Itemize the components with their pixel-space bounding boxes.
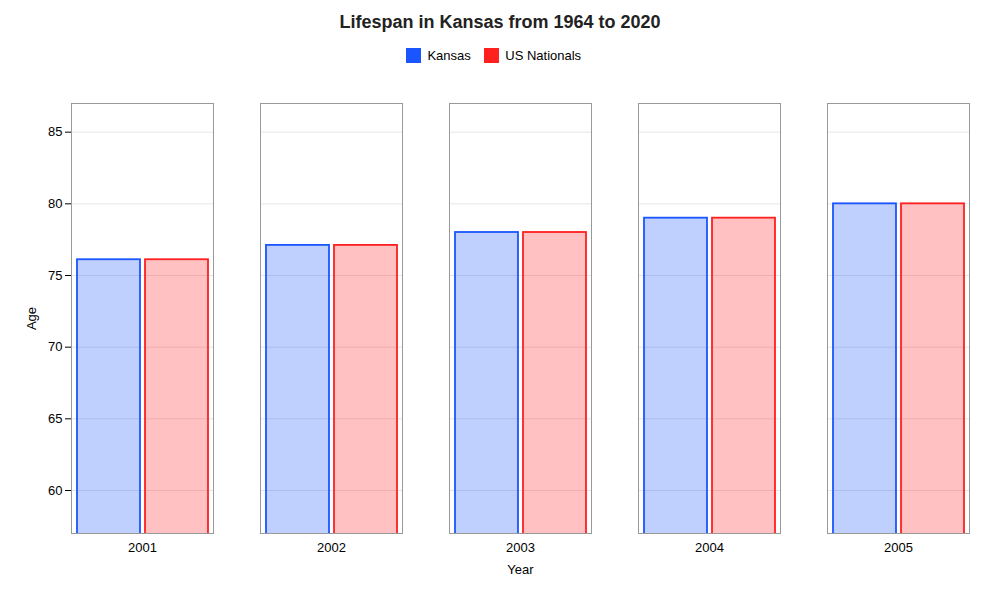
- svg-text:2001: 2001: [128, 539, 157, 554]
- html-text:US Nationals: US Nationals: [505, 48, 582, 63]
- svg-text:Age: Age: [24, 306, 39, 329]
- html-text:Lifespan in Kansas from 1964 t: Lifespan in Kansas from 1964 to 2020: [339, 12, 661, 32]
- html-text:Kansas: Kansas: [427, 48, 471, 63]
- svg-text:2005: 2005: [884, 539, 913, 554]
- svg-text:75: 75: [48, 267, 62, 282]
- svg-text:65: 65: [48, 410, 62, 425]
- svg-text:Year: Year: [507, 561, 534, 576]
- svg-text:70: 70: [48, 339, 62, 354]
- svg-text:2004: 2004: [695, 539, 724, 554]
- svg-text:85: 85: [48, 124, 62, 139]
- svg-text:2002: 2002: [317, 539, 346, 554]
- svg-text:80: 80: [48, 195, 62, 210]
- svg-text:2003: 2003: [506, 539, 535, 554]
- svg-text:60: 60: [48, 482, 62, 497]
